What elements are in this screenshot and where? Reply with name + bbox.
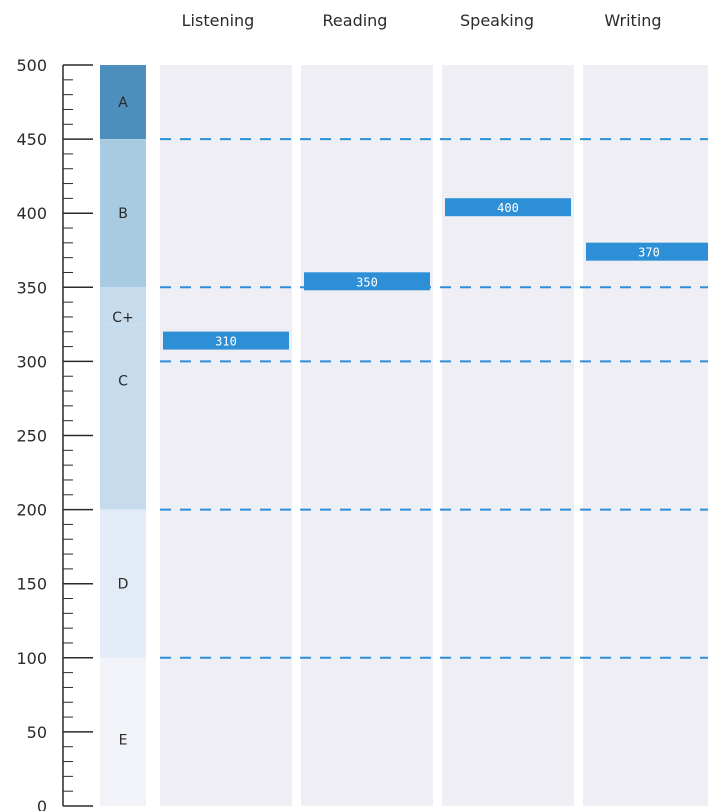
category-label-listening: Listening (182, 11, 255, 30)
y-tick-label-400: 400 (16, 204, 47, 223)
column-bg-writing (583, 65, 708, 806)
category-label-speaking: Speaking (460, 11, 534, 30)
score-bars: 310 350 400 370 (163, 198, 708, 350)
category-label-reading: Reading (323, 11, 388, 30)
grade-band-b (100, 139, 146, 288)
grade-label-b: B (118, 206, 128, 222)
category-label-writing: Writing (604, 11, 661, 30)
grade-band-e (100, 657, 146, 806)
y-tick-label-150: 150 (16, 575, 47, 594)
score-label-listening: 310 (215, 335, 237, 349)
y-tick-label-450: 450 (16, 130, 47, 149)
y-tick-label-250: 250 (16, 427, 47, 446)
y-tick-label-300: 300 (16, 352, 47, 371)
grade-band-c (100, 324, 146, 510)
y-tick-label-500: 500 (16, 56, 47, 75)
grade-label-c: C (118, 374, 128, 390)
score-bar-reading (304, 272, 430, 291)
score-label-reading: 350 (356, 275, 378, 289)
category-labels: Listening Reading Speaking Writing (182, 11, 662, 30)
grade-band-column: A B C+ C D E (100, 65, 146, 806)
grade-label-d: D (118, 577, 129, 593)
score-bar-speaking (445, 198, 571, 217)
y-tick-label-50: 50 (27, 723, 47, 742)
score-bar-writing (586, 242, 708, 261)
column-bg-reading (301, 65, 433, 806)
grade-label-e: E (119, 732, 128, 748)
column-backgrounds (160, 65, 708, 806)
y-tick-label-100: 100 (16, 649, 47, 668)
grade-label-c-plus: C+ (112, 310, 134, 326)
score-label-writing: 370 (638, 246, 660, 260)
grade-band-c-plus (100, 287, 146, 325)
y-tick-label-350: 350 (16, 278, 47, 297)
y-tick-label-0: 0 (37, 797, 47, 811)
score-label-speaking: 400 (497, 201, 519, 215)
grade-band-a (100, 65, 146, 140)
column-bg-listening (160, 65, 292, 806)
y-tick-label-200: 200 (16, 501, 47, 520)
grade-label-a: A (118, 95, 128, 111)
grade-band-d (100, 509, 146, 658)
y-axis: 0 50 100 150 200 250 300 350 400 450 500 (16, 56, 93, 811)
score-bar-listening (163, 331, 289, 350)
column-bg-speaking (442, 65, 574, 806)
